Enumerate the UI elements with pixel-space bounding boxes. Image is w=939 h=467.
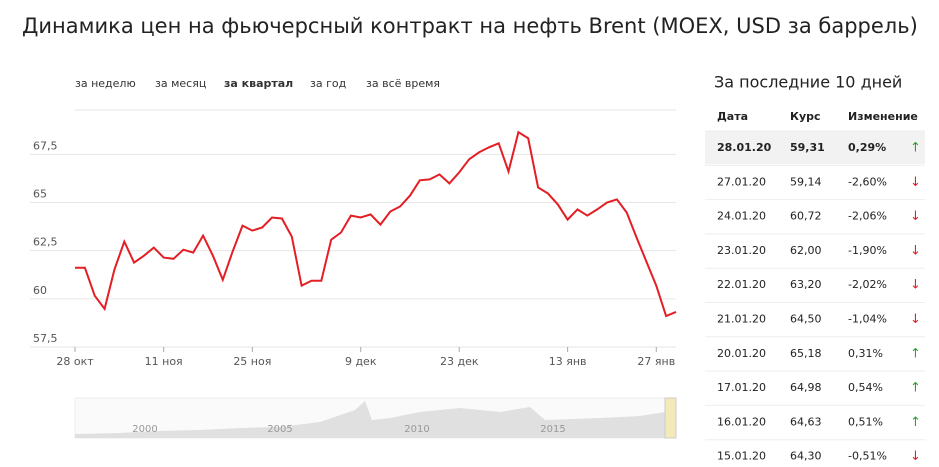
- table-cell: 20.01.20: [717, 347, 766, 360]
- table-cell: 65,18: [790, 347, 822, 360]
- table-cell: -2,60%: [848, 175, 887, 188]
- y-tick-label: 67,5: [33, 139, 58, 152]
- y-tick-label: 57,5: [33, 332, 58, 345]
- table-cell: ↑: [910, 415, 921, 430]
- table-title: За последние 10 дней: [714, 73, 902, 92]
- range-tab[interactable]: за год: [310, 77, 347, 90]
- range-tab[interactable]: за месяц: [155, 77, 206, 90]
- navigator-area: [75, 401, 665, 438]
- x-tick-label: 9 дек: [345, 355, 377, 368]
- x-tick-label: 25 ноя: [233, 355, 271, 368]
- table-cell: ↑: [910, 141, 921, 156]
- table-cell: 24.01.20: [717, 210, 766, 223]
- table-cell: 0,31%: [848, 347, 883, 360]
- y-tick-label: 62,5: [33, 236, 58, 249]
- table-cell: 59,31: [790, 141, 825, 154]
- table-cell: 64,30: [790, 450, 822, 463]
- navigator-label: 2005: [267, 424, 292, 435]
- navigator-label: 2015: [540, 424, 565, 435]
- table-cell: 16.01.20: [717, 415, 766, 428]
- x-tick-label: 27 янв: [637, 355, 675, 368]
- table-cell: 64,98: [790, 381, 822, 394]
- x-tick-label: 13 янв: [549, 355, 587, 368]
- table-cell: 62,00: [790, 244, 822, 257]
- table-header: Изменение: [848, 110, 918, 123]
- table-cell: 63,20: [790, 278, 822, 291]
- table-cell: 22.01.20: [717, 278, 766, 291]
- table-cell: -1,04%: [848, 313, 887, 326]
- table-cell: -1,90%: [848, 244, 887, 257]
- table-cell: ↓: [910, 209, 921, 224]
- table-cell: ↓: [910, 449, 921, 463]
- table-cell: 21.01.20: [717, 313, 766, 326]
- y-tick-label: 60: [33, 284, 47, 297]
- table-cell: 64,63: [790, 415, 822, 428]
- range-tab[interactable]: за квартал: [224, 77, 293, 90]
- navigator-label: 2010: [404, 424, 429, 435]
- table-cell: 15.01.20: [717, 450, 766, 463]
- table-cell: 59,14: [790, 175, 822, 188]
- x-tick-label: 23 дек: [440, 355, 479, 368]
- range-tab[interactable]: за неделю: [75, 77, 136, 90]
- navigator-handle[interactable]: [664, 397, 677, 439]
- table-cell: 0,29%: [848, 141, 886, 154]
- table-cell: 17.01.20: [717, 381, 766, 394]
- table-cell: 23.01.20: [717, 244, 766, 257]
- table-cell: ↓: [910, 312, 921, 327]
- navigator-label: 2000: [132, 424, 157, 435]
- table-cell: 0,51%: [848, 415, 883, 428]
- table-cell: 60,72: [790, 210, 822, 223]
- table-cell: ↑: [910, 381, 921, 396]
- table-cell: 27.01.20: [717, 175, 766, 188]
- table-cell: -0,51%: [848, 450, 887, 463]
- range-tab[interactable]: за всё время: [366, 77, 440, 90]
- table-cell: ↑: [910, 346, 921, 361]
- price-line: [75, 130, 677, 318]
- page-title: Динамика цен на фьючерсный контракт на н…: [22, 14, 918, 38]
- table-cell: -2,02%: [848, 278, 887, 291]
- table-cell: ↓: [910, 243, 921, 258]
- table-cell: 28.01.20: [717, 141, 772, 154]
- row-highlight: [705, 131, 925, 164]
- y-tick-label: 65: [33, 187, 47, 200]
- table-header: Курс: [790, 110, 821, 123]
- table-header: Дата: [717, 110, 748, 123]
- x-tick-label: 28 окт: [56, 355, 94, 368]
- table-cell: ↓: [910, 175, 921, 190]
- table-cell: -2,06%: [848, 210, 887, 223]
- x-tick-label: 11 ноя: [145, 355, 183, 368]
- table-cell: 64,50: [790, 313, 822, 326]
- table-cell: 0,54%: [848, 381, 883, 394]
- table-cell: ↓: [910, 278, 921, 293]
